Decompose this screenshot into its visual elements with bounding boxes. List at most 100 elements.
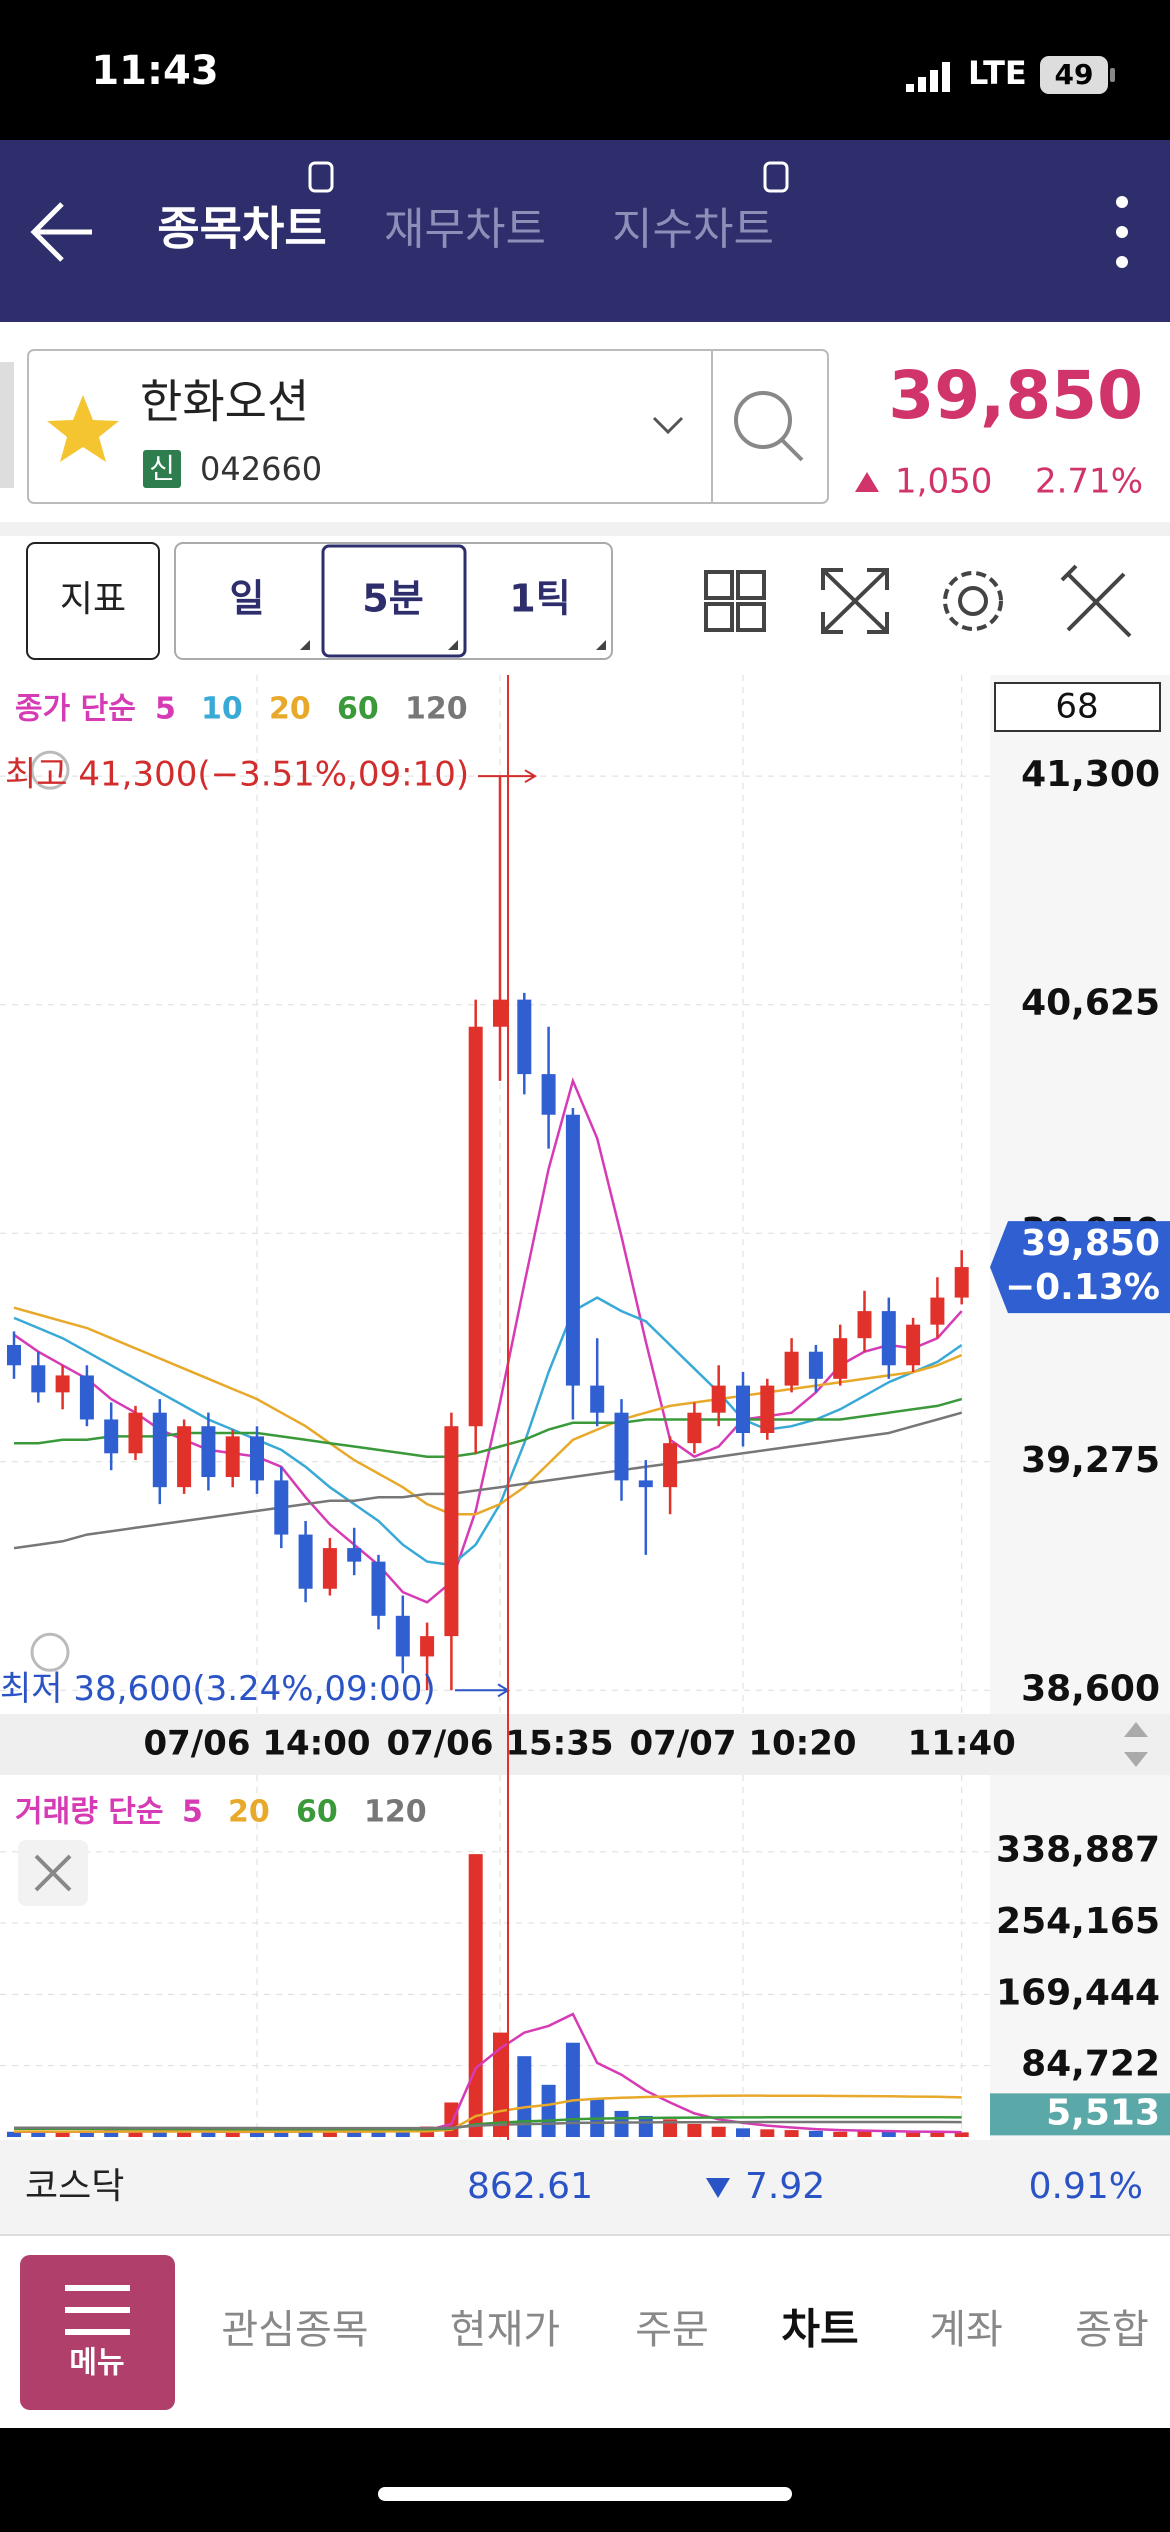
current-price: 39,850 bbox=[888, 357, 1143, 434]
candle-body bbox=[225, 1436, 240, 1478]
close-icon bbox=[34, 1854, 72, 1892]
candle-body bbox=[468, 1026, 483, 1427]
back-button[interactable] bbox=[30, 202, 92, 262]
volume-bar bbox=[395, 2129, 410, 2137]
candle-body bbox=[736, 1385, 750, 1433]
volume-bar bbox=[225, 2131, 240, 2137]
volume-bar bbox=[930, 2131, 945, 2137]
current-volume-label: 5,513 bbox=[1046, 2092, 1160, 2133]
status-bar bbox=[0, 0, 1170, 140]
stock-code: 042660 bbox=[200, 450, 322, 488]
volume-bar bbox=[298, 2130, 313, 2137]
volume-bar bbox=[79, 2131, 94, 2137]
expand-button[interactable] bbox=[821, 568, 889, 634]
more-button[interactable] bbox=[1116, 196, 1128, 268]
battery-level: 49 bbox=[1055, 58, 1094, 91]
legend-entry: 5 bbox=[182, 1795, 203, 1830]
candle-body bbox=[590, 1385, 605, 1413]
period-button[interactable]: 일 bbox=[230, 577, 265, 621]
legend-entry: 20 bbox=[228, 1795, 270, 1830]
volume-bar bbox=[468, 1854, 483, 2137]
indicator-button[interactable] bbox=[26, 542, 160, 660]
candle-body bbox=[347, 1548, 362, 1562]
high-annotation: 최고 41,300(−3.51%,09:10) bbox=[5, 755, 469, 795]
volume-bar bbox=[517, 2056, 532, 2137]
nav-item[interactable]: 주문 bbox=[635, 2307, 709, 2353]
volume-bar bbox=[104, 2129, 119, 2137]
battery-tip bbox=[1110, 68, 1115, 82]
current-volume-box bbox=[990, 2093, 1170, 2136]
candle-body bbox=[663, 1443, 678, 1488]
resize-handle[interactable] bbox=[1124, 1722, 1148, 1767]
volume-bar bbox=[565, 2042, 580, 2137]
nav-item-active[interactable]: 차트 bbox=[781, 2305, 858, 2354]
badge bbox=[143, 450, 181, 488]
price-chart bbox=[0, 675, 1170, 1714]
legend-entry: 60 bbox=[296, 1795, 338, 1830]
ma-line bbox=[13, 1306, 963, 1516]
settings-button[interactable] bbox=[943, 571, 1003, 631]
volume-bar bbox=[711, 2126, 726, 2137]
dropdown-chevron[interactable] bbox=[652, 416, 684, 435]
candle-body bbox=[31, 1365, 46, 1393]
volume-bar bbox=[347, 2132, 362, 2137]
index-value: 862.61 bbox=[467, 2166, 593, 2207]
price-change: 1,050 bbox=[895, 462, 992, 502]
volume-bar bbox=[833, 2131, 848, 2137]
volume-bar bbox=[906, 2132, 921, 2137]
legend-entry: 120 bbox=[405, 692, 468, 727]
volume-bar bbox=[760, 2129, 775, 2137]
zoom-in-icon bbox=[30, 750, 70, 790]
search-button[interactable] bbox=[734, 391, 804, 462]
home-indicator bbox=[378, 2487, 792, 2501]
nav-item[interactable]: 계좌 bbox=[929, 2307, 1003, 2353]
nav-item[interactable]: 관심종목 bbox=[221, 2307, 368, 2353]
y-tick-label: 39,275 bbox=[1021, 1440, 1160, 1481]
candle-body bbox=[638, 1480, 653, 1488]
candle-body bbox=[784, 1351, 799, 1386]
tools-button[interactable] bbox=[1060, 564, 1132, 638]
layout-button[interactable] bbox=[704, 570, 766, 632]
volume-bar bbox=[736, 2128, 750, 2137]
candle-body bbox=[833, 1338, 848, 1379]
y-tick-label: 41,300 bbox=[1021, 754, 1160, 795]
index-rate: 0.91% bbox=[1029, 2166, 1143, 2207]
volume-bar bbox=[857, 2131, 872, 2137]
signal-icon bbox=[906, 62, 950, 92]
candle-body bbox=[565, 1114, 580, 1386]
side-handle bbox=[0, 362, 14, 488]
volume-bar bbox=[687, 2123, 702, 2137]
app-header bbox=[0, 140, 1170, 322]
tab[interactable]: 재무차트 bbox=[384, 204, 546, 255]
candle-body bbox=[687, 1412, 702, 1444]
tab-active[interactable]: 종목차트 bbox=[157, 202, 326, 256]
current-change-label: −0.13% bbox=[1005, 1267, 1160, 1308]
stock-selector[interactable] bbox=[27, 349, 829, 504]
volume-bar bbox=[274, 2130, 289, 2137]
counter-label: 68 bbox=[1055, 687, 1098, 727]
candle-body bbox=[274, 1480, 289, 1535]
candle-body bbox=[493, 999, 507, 1027]
tab[interactable]: 지수차트 bbox=[612, 204, 774, 255]
y-tick-label: 84,722 bbox=[1021, 2044, 1160, 2085]
nav-item[interactable]: 종합 bbox=[1075, 2307, 1149, 2353]
candle-body bbox=[711, 1385, 726, 1413]
index-change: 7.92 bbox=[745, 2166, 825, 2207]
period-button[interactable]: 1틱 bbox=[509, 577, 570, 621]
period-selected[interactable] bbox=[321, 544, 467, 658]
period-button[interactable]: 5분 bbox=[362, 577, 423, 621]
nav-item[interactable]: 현재가 bbox=[450, 2307, 560, 2353]
volume-bar bbox=[881, 2131, 896, 2137]
candle-body bbox=[104, 1419, 119, 1454]
volume-bar bbox=[177, 2131, 192, 2137]
volume-bar bbox=[444, 2102, 459, 2137]
legend-title: 종가 단순 bbox=[15, 692, 136, 727]
time-axis bbox=[0, 1714, 1170, 1775]
battery-icon bbox=[1040, 56, 1108, 94]
legend-entry: 120 bbox=[364, 1795, 427, 1830]
price-axis bbox=[990, 675, 1170, 1714]
corner-marks bbox=[300, 640, 606, 650]
favorite-star[interactable] bbox=[47, 395, 119, 462]
candle-body bbox=[177, 1426, 192, 1488]
